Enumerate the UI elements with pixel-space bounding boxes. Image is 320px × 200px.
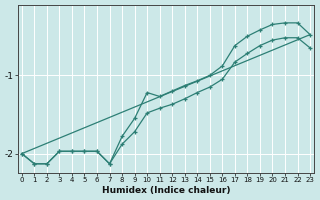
X-axis label: Humidex (Indice chaleur): Humidex (Indice chaleur) — [102, 186, 230, 195]
